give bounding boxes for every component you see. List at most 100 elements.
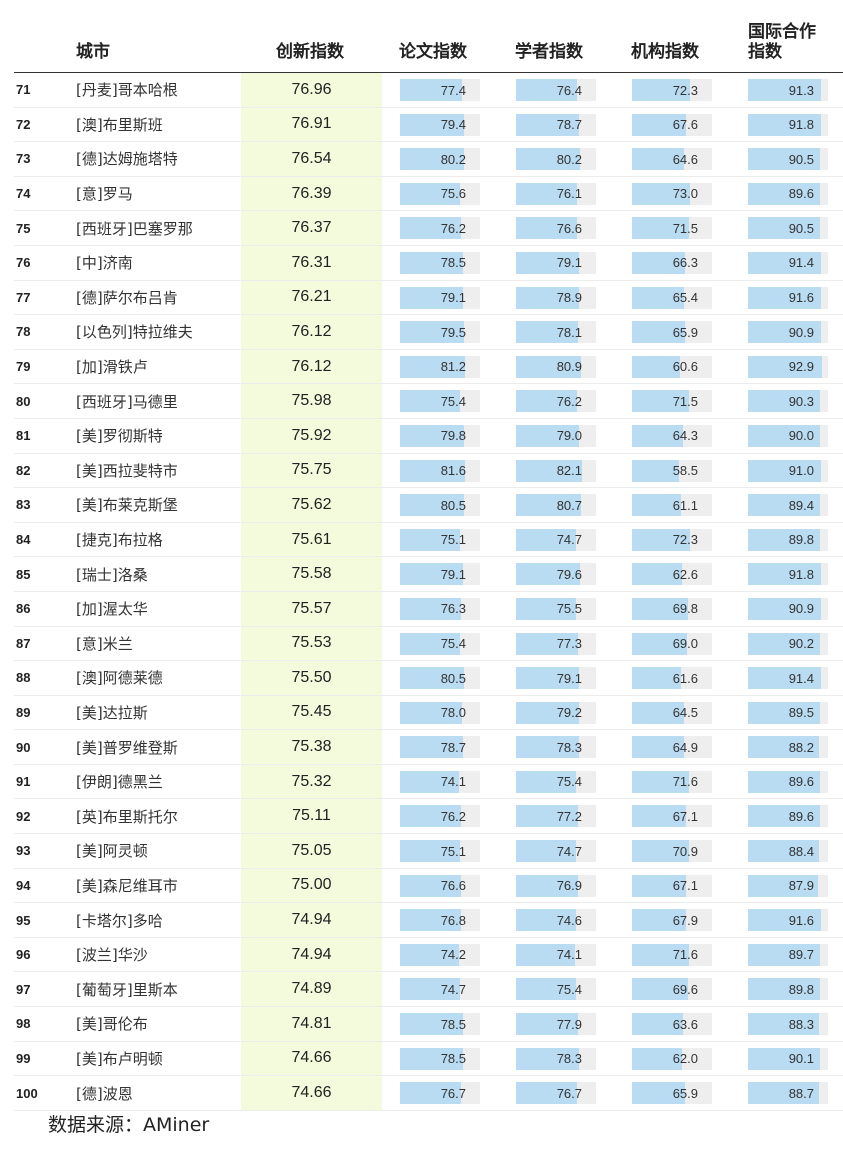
institution-index-bar: 69.6 (632, 978, 712, 1001)
scholar-index-bar: 76.9 (516, 874, 596, 897)
paper-index-bar: 74.7 (400, 978, 480, 1001)
scholar-index-bar: 74.7 (516, 528, 596, 551)
scholar-index-bar-value: 75.5 (556, 601, 582, 617)
international-index-bar-fill (748, 909, 822, 932)
scholar-index-bar-value: 74.6 (556, 912, 582, 928)
institution-index-bar-value: 64.9 (672, 739, 698, 755)
scholar-index-bar: 74.7 (516, 840, 596, 863)
table-row: 76 [中]济南 76.31 78.5 79.1 66.3 91.4 (14, 245, 843, 281)
paper-index-bar: 75.4 (400, 632, 480, 655)
city-cell: [意]罗马 (76, 185, 133, 204)
scholar-index-bar-fill (516, 528, 576, 551)
institution-index-bar: 62.0 (632, 1047, 712, 1070)
scholar-index-bar-fill (516, 286, 580, 309)
table-row: 99 [美]布卢明顿 74.66 78.5 78.3 62.0 90.1 (14, 1041, 843, 1077)
paper-index-bar-value: 77.4 (440, 82, 466, 98)
scholar-index-bar: 75.4 (516, 770, 596, 793)
international-index-bar: 88.2 (748, 736, 828, 759)
international-index-bar-value: 91.4 (788, 255, 814, 271)
international-index-bar-fill (748, 874, 819, 897)
innovation-index-cell: 75.50 (241, 661, 382, 695)
rank-cell: 92 (16, 808, 31, 824)
international-index-bar-value: 88.4 (788, 843, 814, 859)
table-row: 85 [瑞士]洛桑 75.58 79.1 79.6 62.6 91.8 (14, 557, 843, 592)
table-row: 96 [波兰]华沙 74.94 74.2 74.1 71.6 89.7 (14, 937, 843, 973)
paper-index-bar-fill (400, 840, 461, 863)
paper-index-bar-fill (400, 563, 464, 586)
paper-index-bar-fill (400, 251, 463, 274)
table-row: 100 [德]波恩 74.66 76.7 76.7 65.9 88.7 (14, 1076, 843, 1111)
innovation-index-cell: 75.32 (241, 764, 382, 799)
international-index-bar: 89.6 (748, 805, 828, 828)
international-index-bar-fill (748, 286, 822, 309)
scholar-index-bar: 80.2 (516, 148, 596, 171)
institution-index-bar-fill (632, 286, 685, 309)
city-cell: [加]滑铁卢 (76, 358, 148, 377)
institution-index-bar: 73.0 (632, 182, 712, 205)
scholar-index-bar-value: 76.2 (556, 393, 582, 409)
paper-index-bar-value: 76.7 (440, 1085, 466, 1101)
rank-cell: 85 (16, 566, 31, 582)
paper-index-bar-value: 75.4 (440, 393, 466, 409)
institution-index-bar-value: 71.5 (672, 220, 698, 236)
scholar-index-bar-value: 80.2 (556, 151, 582, 167)
scholar-index-bar-value: 77.3 (556, 636, 582, 651)
international-index-bar-value: 91.0 (788, 463, 814, 479)
scholar-index-bar-fill (516, 424, 580, 447)
innovation-index-cell: 76.39 (241, 176, 382, 211)
table-row: 71 [丹麦]哥本哈根 76.96 77.4 76.4 72.3 91.3 (14, 73, 843, 108)
paper-index-bar: 76.7 (400, 1082, 480, 1105)
institution-index-bar: 65.4 (632, 286, 712, 309)
rank-cell: 100 (16, 1085, 38, 1101)
international-index-bar-fill (748, 563, 822, 586)
international-index-bar: 92.9 (748, 355, 828, 378)
innovation-index-cell: 76.37 (241, 211, 382, 245)
city-cell: [美]布卢明顿 (76, 1049, 163, 1068)
international-index-bar-fill (748, 494, 820, 517)
institution-index-bar: 65.9 (632, 1082, 712, 1105)
table-row: 98 [美]哥伦布 74.81 78.5 77.9 63.6 88.3 (14, 1007, 843, 1042)
header-innovation-index: 创新指数 (276, 42, 344, 62)
scholar-index-bar-value: 75.4 (556, 981, 582, 997)
paper-index-bar: 78.0 (400, 701, 480, 724)
institution-index-bar: 58.5 (632, 459, 712, 482)
institution-index-bar-fill (632, 355, 681, 378)
scholar-index-bar-fill (516, 251, 580, 274)
international-index-bar: 91.8 (748, 113, 828, 136)
international-index-bar-value: 92.9 (788, 359, 814, 375)
paper-index-bar-value: 80.5 (440, 497, 466, 513)
scholar-index-bar-fill (516, 597, 577, 620)
scholar-index-bar-fill (516, 182, 577, 205)
international-index-bar: 90.2 (748, 632, 828, 655)
scholar-index-bar: 79.6 (516, 563, 596, 586)
paper-index-bar: 80.5 (400, 494, 480, 517)
innovation-index-cell: 76.12 (241, 349, 382, 384)
rank-cell: 82 (16, 462, 31, 478)
rank-cell: 86 (16, 601, 31, 617)
paper-index-bar-value: 75.1 (440, 532, 466, 548)
rank-cell: 97 (16, 981, 31, 997)
institution-index-bar-fill (632, 182, 691, 205)
scholar-index-bar-value: 79.6 (556, 566, 582, 582)
international-index-bar-fill (748, 182, 820, 205)
institution-index-bar-value: 62.0 (672, 1051, 698, 1067)
city-cell: [澳]布里斯班 (76, 115, 163, 134)
table-row: 90 [美]普罗维登斯 75.38 78.7 78.3 64.9 88.2 (14, 730, 843, 765)
rank-cell: 80 (16, 393, 31, 409)
city-cell: [葡萄牙]里斯本 (76, 980, 178, 999)
institution-index-bar-value: 71.5 (672, 393, 698, 409)
innovation-index-cell: 75.00 (241, 868, 382, 903)
paper-index-bar-value: 75.6 (440, 186, 466, 202)
scholar-index-bar: 77.3 (516, 632, 596, 655)
scholar-index-bar: 78.9 (516, 286, 596, 309)
city-cell: [西班牙]巴塞罗那 (76, 219, 193, 238)
international-index-bar: 89.8 (748, 528, 828, 551)
innovation-index-cell: 75.75 (241, 453, 382, 488)
institution-index-bar-fill (632, 390, 690, 413)
scholar-index-bar-value: 74.7 (556, 532, 582, 548)
scholar-index-bar-value: 78.1 (556, 324, 582, 340)
rank-cell: 84 (16, 532, 31, 548)
paper-index-bar: 76.3 (400, 597, 480, 620)
scholar-index-bar-value: 76.9 (556, 878, 582, 894)
scholar-index-bar: 77.2 (516, 805, 596, 828)
